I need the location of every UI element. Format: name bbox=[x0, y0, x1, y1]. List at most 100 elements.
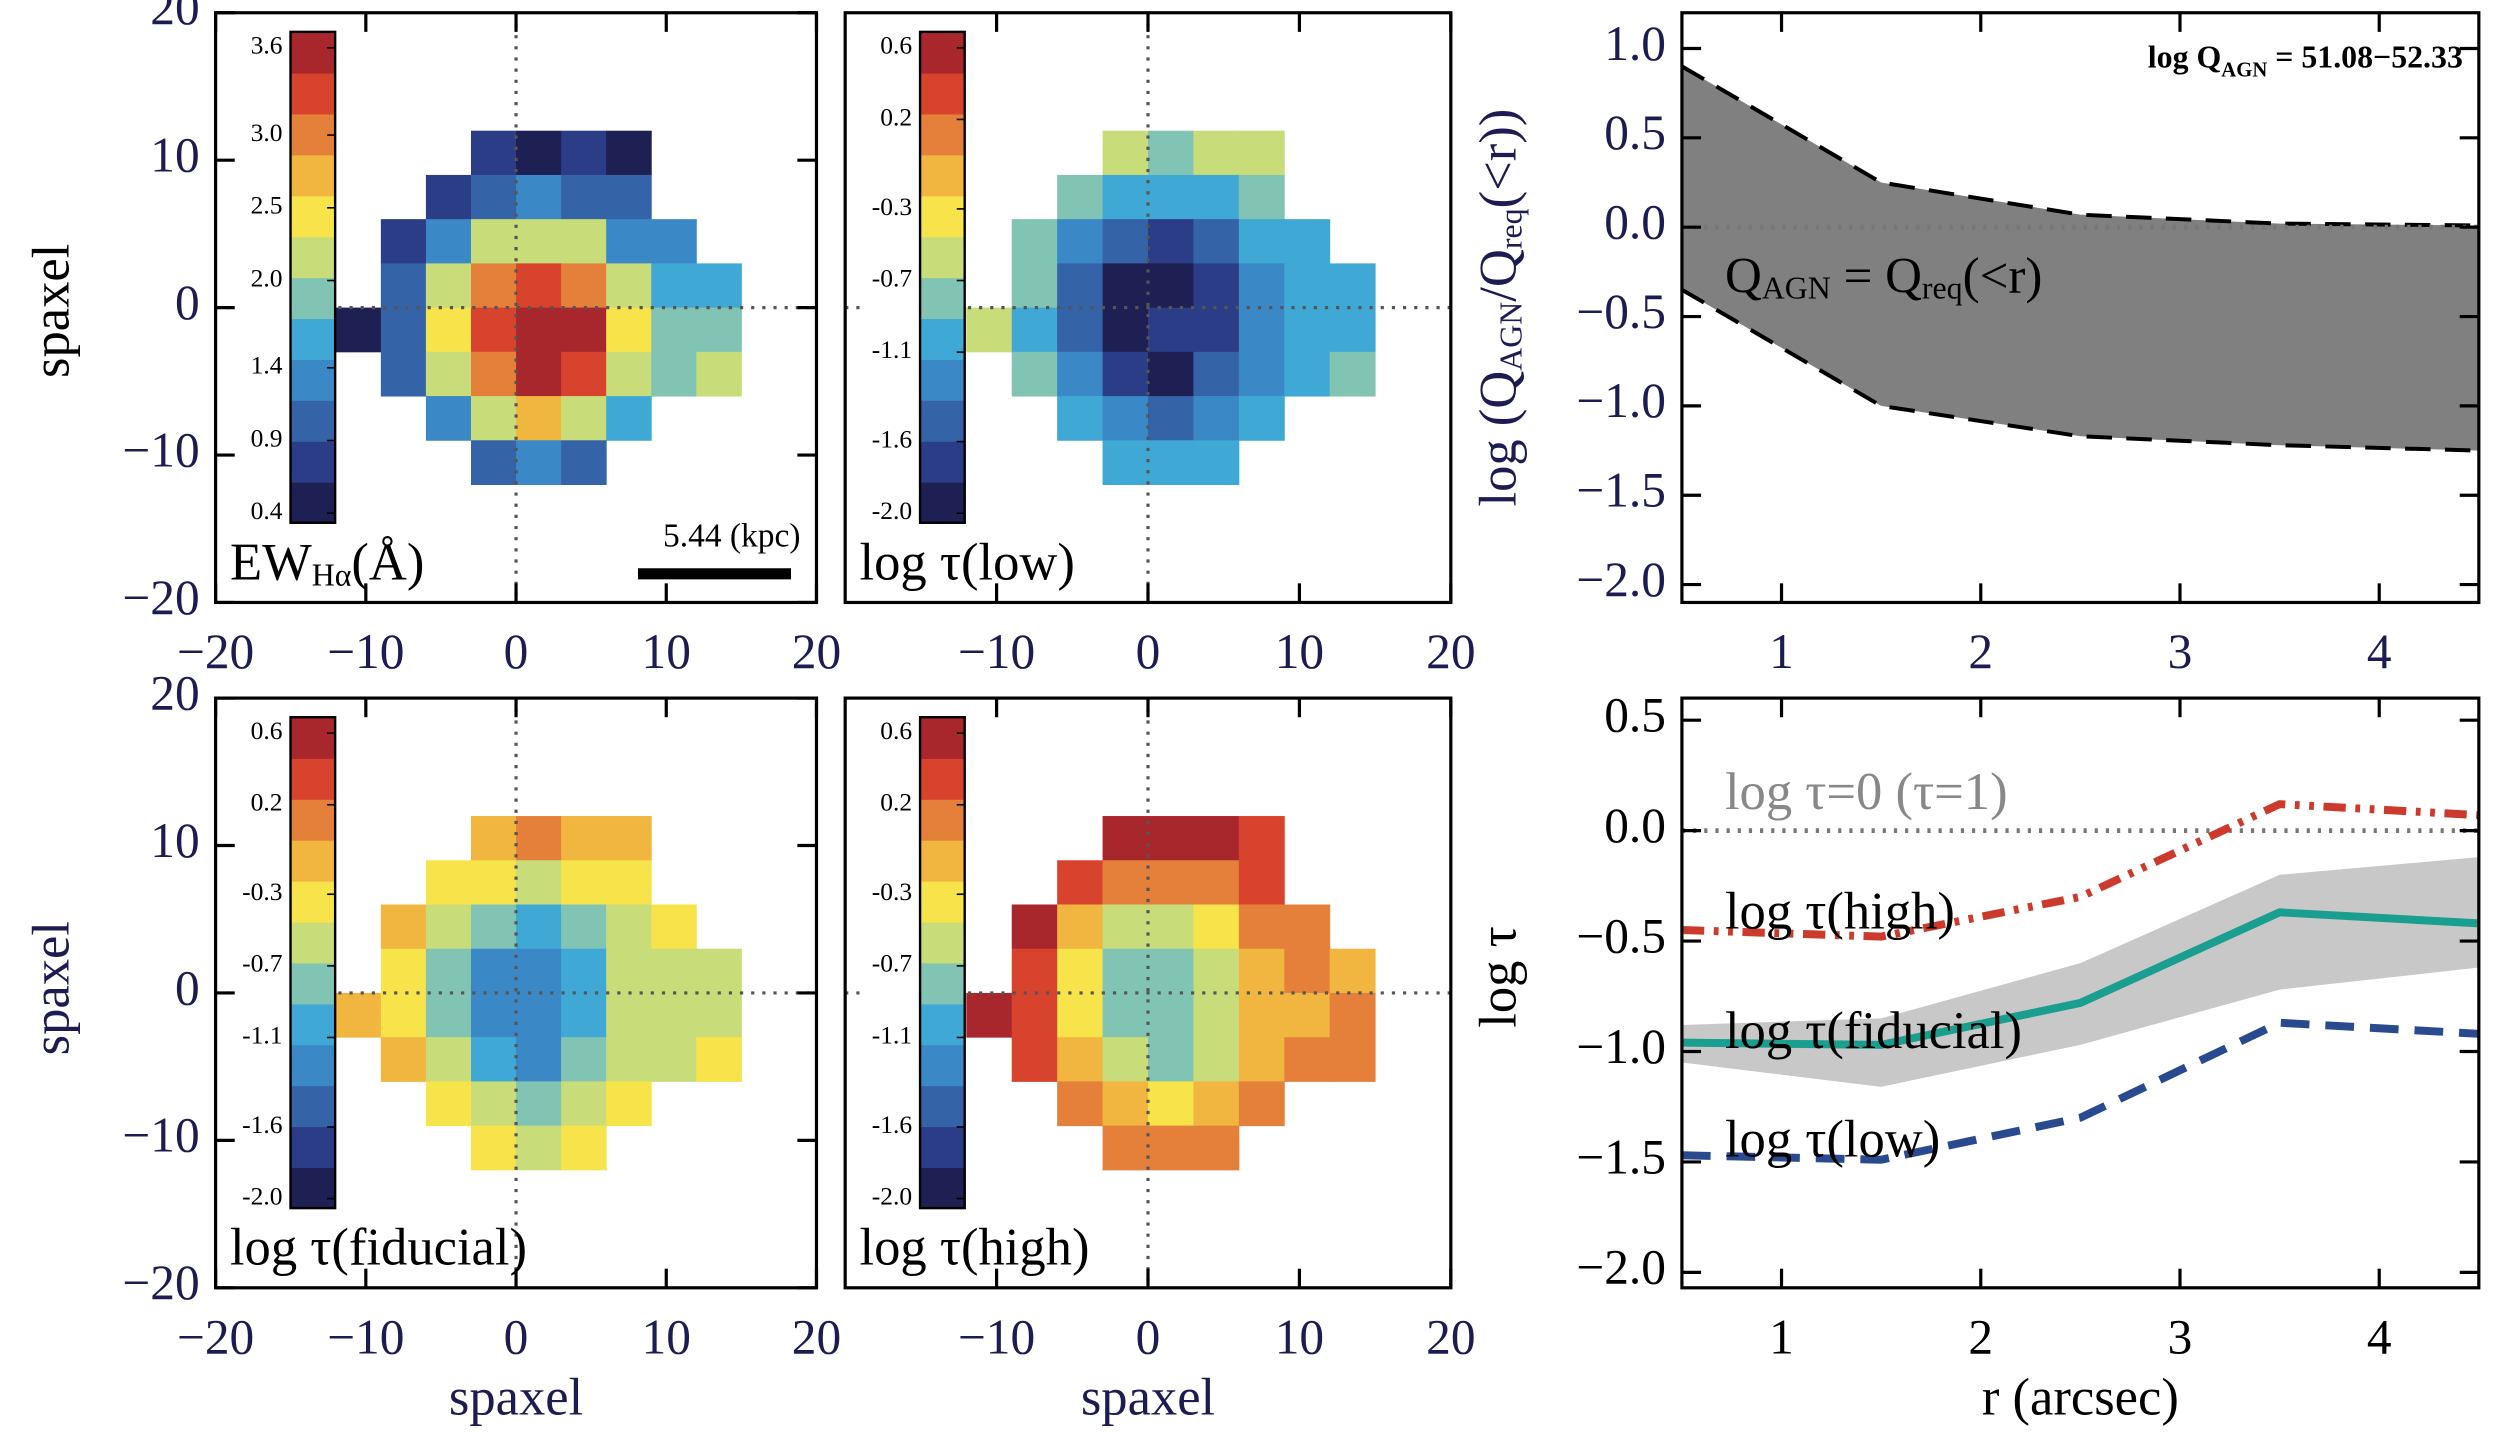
heatmap-cell bbox=[606, 396, 652, 441]
heatmap-cell bbox=[1102, 948, 1149, 994]
heatmap-cell bbox=[1238, 351, 1285, 397]
heatmap-cell bbox=[1102, 992, 1149, 1038]
series-label: log τ(high) bbox=[1725, 883, 1955, 941]
heatmap-cell bbox=[470, 351, 517, 397]
x-axis-label: spaxel bbox=[1081, 1369, 1215, 1427]
heatmap-cell bbox=[606, 174, 652, 220]
heatmap-cell bbox=[606, 351, 652, 397]
x-tick-label: 10 bbox=[1275, 1309, 1324, 1364]
colorbar-tick-label: 0.2 bbox=[251, 788, 283, 817]
heatmap-cell bbox=[1329, 948, 1376, 994]
heatmap-cell bbox=[1147, 948, 1194, 994]
y-tick-label: −1.0 bbox=[1576, 373, 1666, 428]
map-label-part: Hα bbox=[312, 558, 352, 593]
colorbar-swatch bbox=[920, 236, 965, 279]
colorbar-swatch bbox=[920, 1126, 965, 1169]
heatmap-cell bbox=[470, 440, 517, 485]
heatmap-cell bbox=[1193, 1081, 1240, 1127]
heatmap-cell bbox=[1284, 307, 1331, 353]
heatmap-cell bbox=[1329, 1037, 1376, 1082]
heatmap-cell bbox=[470, 1125, 517, 1171]
heatmap-cell bbox=[516, 351, 562, 397]
heatmap-cell bbox=[1102, 1037, 1149, 1082]
heatmap-cell bbox=[1057, 1081, 1104, 1127]
heatmap-cell bbox=[1238, 1037, 1285, 1082]
heatmap-cell bbox=[561, 440, 607, 485]
colorbar-tick-label: -1.1 bbox=[872, 1020, 912, 1049]
heatmap-cell bbox=[1238, 992, 1285, 1038]
heatmap-cell bbox=[561, 307, 607, 353]
annotation-part: = 51.08−52.33 bbox=[2267, 40, 2463, 75]
colorbar-tick-label: -0.7 bbox=[242, 949, 283, 978]
x-tick-label: 20 bbox=[1426, 624, 1475, 679]
colorbar-swatch bbox=[290, 1126, 336, 1169]
colorbar-swatch bbox=[290, 921, 336, 964]
heatmap-cell bbox=[1102, 860, 1149, 905]
heatmap-cell bbox=[606, 992, 652, 1038]
colorbar-tick-label: -2.0 bbox=[872, 496, 912, 525]
colorbar-swatch bbox=[920, 440, 965, 483]
heatmap-cell bbox=[1147, 904, 1194, 950]
heatmap-cell bbox=[1193, 307, 1240, 353]
heatmap-cell bbox=[1193, 219, 1240, 264]
heatmap-cell bbox=[470, 860, 517, 905]
colorbar-frame bbox=[918, 716, 966, 1210]
heatmap-cell bbox=[1238, 307, 1285, 353]
heatmap-cell bbox=[1193, 816, 1240, 861]
heatmap-cell bbox=[1057, 174, 1104, 220]
y-tick-label: −20 bbox=[122, 1255, 199, 1310]
y-tick-label: 0 bbox=[175, 960, 200, 1015]
plot-frame bbox=[1680, 696, 2481, 1290]
series-line bbox=[1681, 1018, 2480, 1164]
colorbar-swatch bbox=[290, 799, 336, 841]
heatmap-cell bbox=[606, 1037, 652, 1082]
colorbar-tick-label: -1.6 bbox=[242, 1110, 282, 1139]
colorbar-swatch bbox=[290, 359, 336, 401]
heatmap-cell bbox=[1238, 130, 1285, 176]
y-tick-label: 0.0 bbox=[1604, 195, 1666, 250]
heatmap-cell bbox=[1102, 816, 1149, 861]
heatmap-cell bbox=[1147, 130, 1194, 176]
heatmap-cell bbox=[1329, 992, 1376, 1038]
heatmap-cell bbox=[516, 816, 562, 861]
y-axis-label-part: log (Q bbox=[1469, 371, 1527, 507]
heatmap-cell bbox=[470, 904, 517, 950]
reference-label-part: Q bbox=[1725, 248, 1762, 304]
y-tick-label: −1.0 bbox=[1576, 1019, 1666, 1074]
colorbar-tick-label: 0.6 bbox=[880, 716, 912, 745]
heatmap-cell bbox=[425, 219, 472, 264]
heatmap-cell bbox=[380, 219, 427, 264]
map-label-part: log τ(fiducial) bbox=[230, 1219, 527, 1277]
y-tick-label: −2.0 bbox=[1576, 1240, 1666, 1295]
heatmap-cell bbox=[651, 351, 697, 397]
annotation: log QAGN = 51.08−52.33 bbox=[2148, 40, 2463, 82]
heatmap-cell bbox=[606, 219, 652, 264]
heatmap-cell bbox=[1238, 860, 1285, 905]
colorbar-swatch bbox=[290, 1003, 336, 1046]
y-axis-label-part: req bbox=[1494, 208, 1529, 249]
heatmap-cell bbox=[425, 948, 472, 994]
heatmap-cell bbox=[1102, 130, 1149, 176]
heatmap-cell bbox=[1102, 904, 1149, 950]
y-tick-label: 10 bbox=[150, 128, 199, 183]
colorbar-swatch bbox=[290, 717, 336, 759]
heatmap-cell bbox=[561, 1125, 607, 1171]
heatmap-cell bbox=[1193, 396, 1240, 441]
heatmap-cell bbox=[1238, 174, 1285, 220]
scale-bar-label: 5.44 (kpc) bbox=[663, 517, 801, 554]
heatmap-cell bbox=[516, 860, 562, 905]
heatmap-cell bbox=[606, 307, 652, 353]
heatmap-cell bbox=[516, 440, 562, 485]
colorbar-swatch bbox=[290, 318, 336, 360]
heatmap-cell bbox=[651, 904, 697, 950]
map-label: EWHα(Å) bbox=[230, 533, 424, 592]
heatmap-cell bbox=[1011, 351, 1058, 397]
x-axis-label: r (arcsec) bbox=[1982, 1369, 2179, 1427]
heatmap-cell bbox=[1057, 307, 1104, 353]
heatmap-cell bbox=[425, 174, 472, 220]
band-edge bbox=[1680, 64, 2479, 228]
heatmap-cell bbox=[1147, 860, 1194, 905]
heatmap-cell bbox=[1102, 1125, 1149, 1171]
colorbar-swatch bbox=[920, 1085, 965, 1128]
colorbar-tick-label: -2.0 bbox=[242, 1181, 282, 1210]
